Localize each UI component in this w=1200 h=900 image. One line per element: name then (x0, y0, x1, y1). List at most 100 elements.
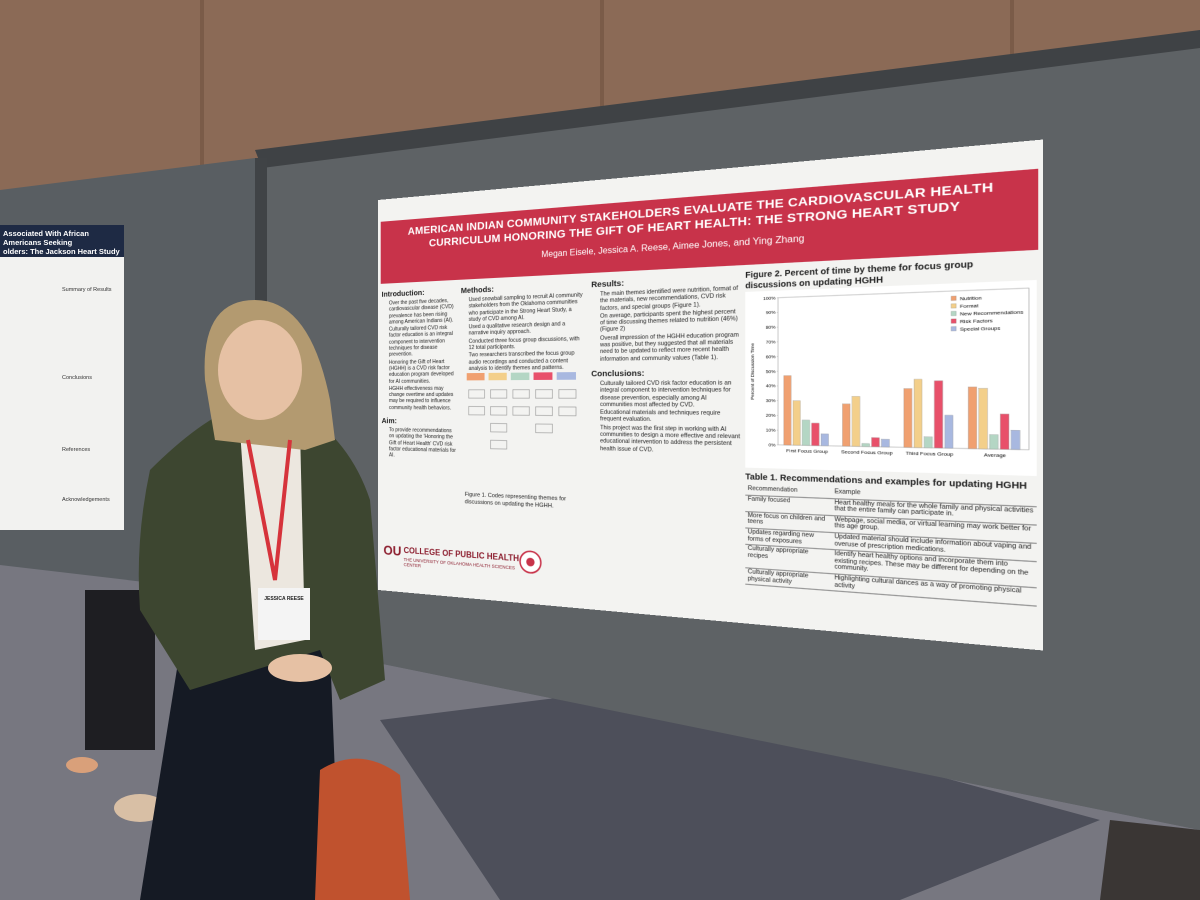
legend-label: Format (960, 303, 980, 309)
y-tick-label: 90% (766, 310, 777, 315)
legend-label: Nutrition (960, 295, 982, 301)
y-tick-label: 30% (766, 398, 777, 403)
bullet: Conducted three focus group discussions,… (469, 336, 585, 352)
bar (784, 376, 791, 446)
wall-seam (1010, 0, 1014, 60)
code-box (488, 372, 507, 381)
bar (881, 439, 889, 447)
bullet-list: Over the past five decades, cardiovascul… (382, 298, 457, 412)
logo-mark: OU (383, 542, 402, 559)
bullet: HGHH effectiveness may change overtime a… (389, 386, 457, 412)
bar (968, 387, 976, 449)
other-person-legs (85, 590, 155, 750)
code-box (469, 390, 485, 398)
code-box (559, 407, 576, 416)
bullet-list: The main themes identified were nutritio… (591, 285, 740, 363)
code-box (536, 390, 553, 399)
backpack (315, 758, 410, 900)
left-poster-subtitle: olders: The Jackson Heart Study (3, 247, 120, 256)
section-heading: Introduction: (381, 287, 425, 299)
badge-name: JESSICA REESE (264, 596, 304, 602)
figure2: Figure 2. Percent of time by theme for f… (745, 258, 1037, 483)
bar (793, 401, 800, 446)
left-poster-heading: References (62, 447, 91, 453)
x-tick-label: Third Focus Group (906, 451, 954, 457)
lanyard (246, 439, 292, 581)
legend-label: New Recommendations (960, 309, 1024, 316)
bar (862, 443, 870, 446)
bar (1011, 430, 1020, 449)
code-box (491, 440, 507, 449)
wall-seam (200, 0, 204, 200)
bullet: Used snowball sampling to recruit AI com… (469, 292, 585, 323)
code-box (469, 406, 485, 414)
bar (852, 396, 860, 446)
bullet: Culturally tailored CVD risk factor educ… (600, 380, 740, 409)
code-box (491, 423, 507, 432)
bullet-list: Culturally tailored CVD risk factor educ… (591, 380, 740, 456)
shoe (114, 794, 166, 822)
seal (519, 550, 542, 575)
bar (842, 404, 850, 446)
left-poster-title: Associated With African Americans Seekin… (3, 229, 89, 247)
y-tick-label: 20% (766, 413, 777, 418)
table-body: Recommendation Example Family focused Heart… (745, 485, 1037, 607)
y-tick-label: 50% (766, 369, 777, 374)
panel-frame (255, 30, 1200, 168)
bar (979, 388, 988, 449)
left-poster-text: Associated With African Americans Seekin… (0, 225, 124, 530)
code-box (559, 390, 576, 399)
bullet: This project was the first step in worki… (600, 425, 740, 456)
left-poster (0, 225, 124, 530)
left-poster-header: Associated With African Americans Seekin… (0, 225, 124, 257)
face (218, 320, 302, 420)
left-poster-heading: Summary of Results (62, 287, 112, 293)
section-heading: Conclusions: (591, 367, 645, 379)
figure1-codes (466, 372, 581, 490)
legend-swatch (951, 319, 956, 324)
y-tick-label: 40% (766, 384, 777, 389)
left-poster-heading: Conclusions (62, 375, 92, 381)
code-box (556, 372, 576, 380)
y-tick-label: 60% (766, 354, 777, 359)
column: Introduction:Over the past five decades,… (382, 286, 457, 540)
code-box (491, 390, 507, 398)
code-box (513, 407, 530, 416)
code-box (533, 372, 553, 380)
table1: Table 1. Recommendations and examples fo… (745, 473, 1037, 607)
bar (924, 437, 932, 448)
bar (904, 389, 912, 448)
y-axis-label: Percent of Discussion Time (750, 343, 755, 400)
tweed-coat (1100, 820, 1200, 900)
legend-label: Risk Factors (960, 318, 993, 324)
bullet-list: To provide recommendations on updating t… (382, 427, 457, 461)
code-box (491, 407, 507, 416)
bullet: To provide recommendations on updating t… (389, 427, 457, 461)
legend-swatch (951, 296, 956, 301)
bar (934, 381, 942, 448)
left-poster-heading: Acknowledgements (62, 497, 110, 503)
column: Results:The main themes identified were … (591, 272, 740, 617)
bar (812, 423, 820, 446)
y-tick-label: 10% (766, 428, 777, 433)
bar (1000, 414, 1009, 449)
bullet: Overall impression of the HGHH education… (600, 332, 740, 363)
bullet: Culturally tailored CVD risk factor educ… (389, 325, 457, 359)
bar (802, 420, 809, 445)
bullet: On average, participants spent the highe… (600, 308, 740, 334)
bar (990, 435, 999, 450)
code-box (466, 372, 485, 381)
x-tick-label: Second Focus Group (841, 450, 893, 456)
bullet: Educational materials and techniques req… (600, 410, 740, 426)
pants (140, 650, 340, 900)
y-tick-label: 0% (769, 442, 777, 447)
y-tick-label: 70% (766, 340, 777, 345)
name-badge: JESSICA REESE (258, 588, 310, 640)
bar (872, 438, 880, 447)
y-tick-label: 100% (763, 296, 776, 301)
shoe (66, 757, 98, 773)
chart: 0% 10% 20% 30% 40% 50% 60% 70% 80% 90% 100% Percent… (745, 279, 1037, 477)
bullet: Over the past five decades, cardiovascul… (389, 298, 457, 326)
legend-swatch (951, 326, 956, 331)
